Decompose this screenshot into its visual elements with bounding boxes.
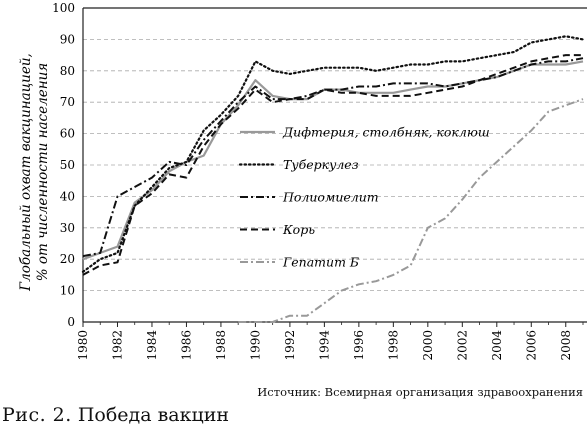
x-tick-label: 1984 bbox=[145, 330, 159, 361]
x-tick-label: 2002 bbox=[455, 330, 469, 361]
x-tick-label: 1994 bbox=[317, 330, 331, 361]
y-tick-label: 10 bbox=[60, 284, 75, 298]
source-note: Источник: Всемирная организация здравоох… bbox=[257, 385, 583, 399]
x-tick-label: 1988 bbox=[214, 330, 228, 361]
y-tick-label: 60 bbox=[60, 127, 75, 141]
legend: Дифтерия, столбняк, коклюш Туберкулез Поли… bbox=[238, 125, 490, 270]
legend-label-1: Дифтерия, столбняк, коклюш bbox=[282, 125, 490, 140]
x-tick-label: 2008 bbox=[559, 330, 573, 361]
x-tick-label: 2006 bbox=[524, 330, 538, 361]
x-tick-label: 1998 bbox=[386, 330, 400, 361]
y-tick-label: 70 bbox=[60, 95, 75, 109]
x-tick-label: 1980 bbox=[76, 330, 90, 361]
series-line-5 bbox=[238, 98, 584, 323]
x-tick-label: 1992 bbox=[283, 330, 297, 361]
y-axis-label-line2: % от численности населения bbox=[35, 63, 51, 281]
x-tick-label: 1990 bbox=[248, 330, 262, 361]
y-tick-label: 90 bbox=[60, 32, 75, 46]
x-tick-label: 1982 bbox=[110, 330, 124, 361]
y-axis-label-line1: Глобальный охват вакцинацией, bbox=[18, 53, 34, 292]
x-tick-label: 1986 bbox=[179, 330, 193, 361]
series-line-3 bbox=[82, 57, 584, 258]
x-tick-label: 2000 bbox=[421, 330, 435, 361]
series-lines bbox=[81, 35, 585, 323]
axes bbox=[82, 7, 587, 323]
y-tick-label: 80 bbox=[60, 64, 75, 78]
legend-label-4: Корь bbox=[282, 222, 315, 237]
y-tick-label: 100 bbox=[52, 1, 75, 15]
legend-label-3: Полиомиелит bbox=[282, 190, 379, 205]
x-tick-label: 1996 bbox=[352, 330, 366, 361]
series-line-2 bbox=[81, 35, 585, 273]
series-line-4 bbox=[82, 54, 583, 276]
y-tick-label: 30 bbox=[60, 221, 75, 235]
y-tick-label: 40 bbox=[60, 189, 75, 203]
figure-caption-text: Победа вакцин bbox=[77, 404, 230, 426]
y-tick-labels: 0 10 20 30 40 50 60 70 80 90 100 bbox=[52, 1, 75, 329]
legend-label-2: Туберкулез bbox=[283, 157, 359, 172]
figure-caption: Рис. 2. Победа вакцин bbox=[2, 404, 229, 426]
y-tick-label: 0 bbox=[67, 315, 75, 329]
y-tick-label: 20 bbox=[60, 252, 75, 266]
legend-label-5: Гепатит Б bbox=[282, 255, 359, 270]
x-tick-label: 2004 bbox=[490, 330, 504, 361]
figure-caption-label: Рис. 2. bbox=[2, 404, 72, 426]
y-tick-label: 50 bbox=[60, 158, 75, 172]
x-tick-labels: 1980 1982 1984 1986 1988 1990 1992 1994 1996 1998… bbox=[76, 322, 584, 361]
